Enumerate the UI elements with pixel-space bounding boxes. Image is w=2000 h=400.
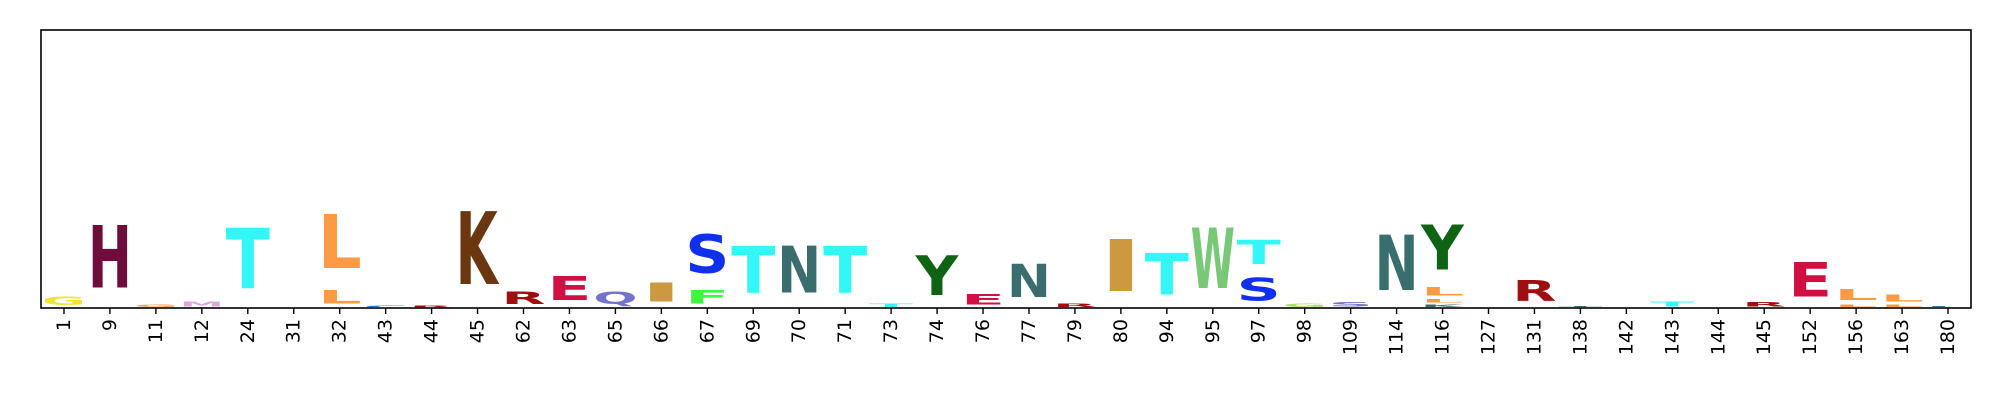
x-tick-label: 163 — [1891, 319, 1913, 355]
x-tick-label: 109 — [1340, 319, 1362, 355]
x-tick-label: 73 — [880, 319, 902, 343]
x-tick-label: 180 — [1937, 319, 1959, 355]
x-tick-label: 65 — [604, 319, 626, 343]
x-tick-label: 1 — [53, 319, 75, 331]
logo-letter: E — [547, 270, 591, 309]
x-tick-label: 32 — [329, 319, 351, 343]
x-tick-label: 131 — [1523, 319, 1545, 355]
logo-letter: I — [639, 278, 683, 308]
logo-letter: R — [410, 305, 454, 308]
x-tick-label: 66 — [650, 319, 672, 343]
logo-letter: L — [1420, 298, 1464, 304]
logo-letter: W — [1191, 212, 1235, 309]
logo-letter: L — [318, 200, 362, 286]
x-tick-label: 144 — [1707, 319, 1729, 355]
logo-letter: L — [1926, 306, 1970, 308]
x-tick-label: 24 — [237, 319, 259, 343]
logo-letter: R — [1742, 301, 1786, 308]
logo-letter: L — [1880, 304, 1924, 308]
logo-letter: T — [731, 234, 775, 309]
logo-letter: S — [1237, 273, 1281, 309]
x-tick-label: 145 — [1753, 319, 1775, 355]
x-tick-label: 95 — [1202, 319, 1224, 343]
x-tick-label: 31 — [283, 319, 305, 343]
x-tick-label: 94 — [1156, 319, 1178, 343]
x-tick-label: 127 — [1478, 319, 1500, 355]
x-tick-label: 116 — [1432, 319, 1454, 355]
x-tick-label: 62 — [513, 319, 535, 343]
x-tick-label: 142 — [1615, 319, 1637, 355]
x-tick-label: 114 — [1386, 319, 1408, 355]
logo-letter: H — [88, 208, 132, 308]
logo-letter: N — [777, 234, 821, 308]
x-tick-label: 67 — [696, 319, 718, 343]
logo-letter: T — [1650, 300, 1695, 308]
logo-letter: T — [226, 211, 270, 308]
logo-letter: K — [455, 191, 499, 308]
x-tick-label: 138 — [1569, 319, 1591, 355]
logo-letter: Q — [593, 289, 637, 308]
logo-letter: L — [318, 286, 362, 308]
x-tick-label: 143 — [1661, 319, 1683, 355]
x-tick-label: 97 — [1248, 319, 1270, 343]
x-tick-label: 69 — [742, 319, 764, 343]
x-tick-label: 11 — [145, 319, 167, 343]
logo-letter: T — [869, 302, 914, 308]
x-tick-label: 9 — [99, 319, 121, 331]
logo-letter: R — [1053, 302, 1097, 308]
x-tick-label: 80 — [1110, 319, 1132, 343]
logo-letter: R — [501, 289, 545, 308]
x-tick-label: 44 — [421, 319, 443, 343]
logo-letter: Y — [915, 245, 960, 309]
x-tick-label: 76 — [972, 319, 994, 343]
logo-letter: R — [1512, 275, 1556, 308]
x-tick-label: 71 — [834, 319, 856, 343]
logo-letter: E — [961, 292, 1005, 308]
x-tick-label: 77 — [1018, 319, 1040, 343]
logo-letter: T — [1237, 233, 1281, 272]
logo-letter: T — [823, 234, 867, 309]
x-tick-label: 70 — [788, 319, 810, 343]
logo-letter: G — [42, 294, 86, 308]
logo-letter: N — [1007, 255, 1051, 308]
logo-letter: L — [1834, 304, 1878, 308]
x-tick-label: 156 — [1845, 319, 1867, 355]
x-tick-label: 79 — [1064, 319, 1086, 343]
x-tick-label: 45 — [467, 319, 489, 343]
plot-frame — [40, 29, 1972, 309]
logo-letter: S — [685, 225, 729, 286]
logo-letter: E — [1788, 253, 1832, 308]
logo-letter: G — [1283, 302, 1327, 307]
x-tick-label: 74 — [926, 319, 948, 343]
logo-letter: G — [134, 304, 178, 308]
logo-letter: L — [1880, 293, 1924, 304]
logo-letter: S — [1329, 301, 1373, 308]
x-tick-label: 12 — [191, 319, 213, 343]
logo-letter: K — [1420, 304, 1465, 308]
logo-letter: F — [685, 286, 729, 308]
logo-letter: L — [1420, 284, 1464, 298]
x-tick-label: 63 — [558, 319, 580, 343]
x-tick-label: 152 — [1799, 319, 1821, 355]
logo-letter: N — [1375, 220, 1419, 308]
logo-letter: L — [1834, 286, 1878, 304]
x-tick-label: 98 — [1294, 319, 1316, 343]
x-axis-ticks: 1 9 11 12 24 31 32 43 44 45 62 63 65 66 67 69 70 71 73 74 76… — [53, 308, 1959, 355]
logo-letter: T — [1558, 306, 1602, 308]
logo-letter: C — [364, 305, 408, 308]
logo-letter: Y — [1420, 213, 1465, 285]
logo-letter: I — [1099, 225, 1143, 308]
logo-letter: M — [180, 300, 224, 308]
x-tick-label: 43 — [375, 319, 397, 343]
logo-letter: T — [1145, 242, 1190, 308]
